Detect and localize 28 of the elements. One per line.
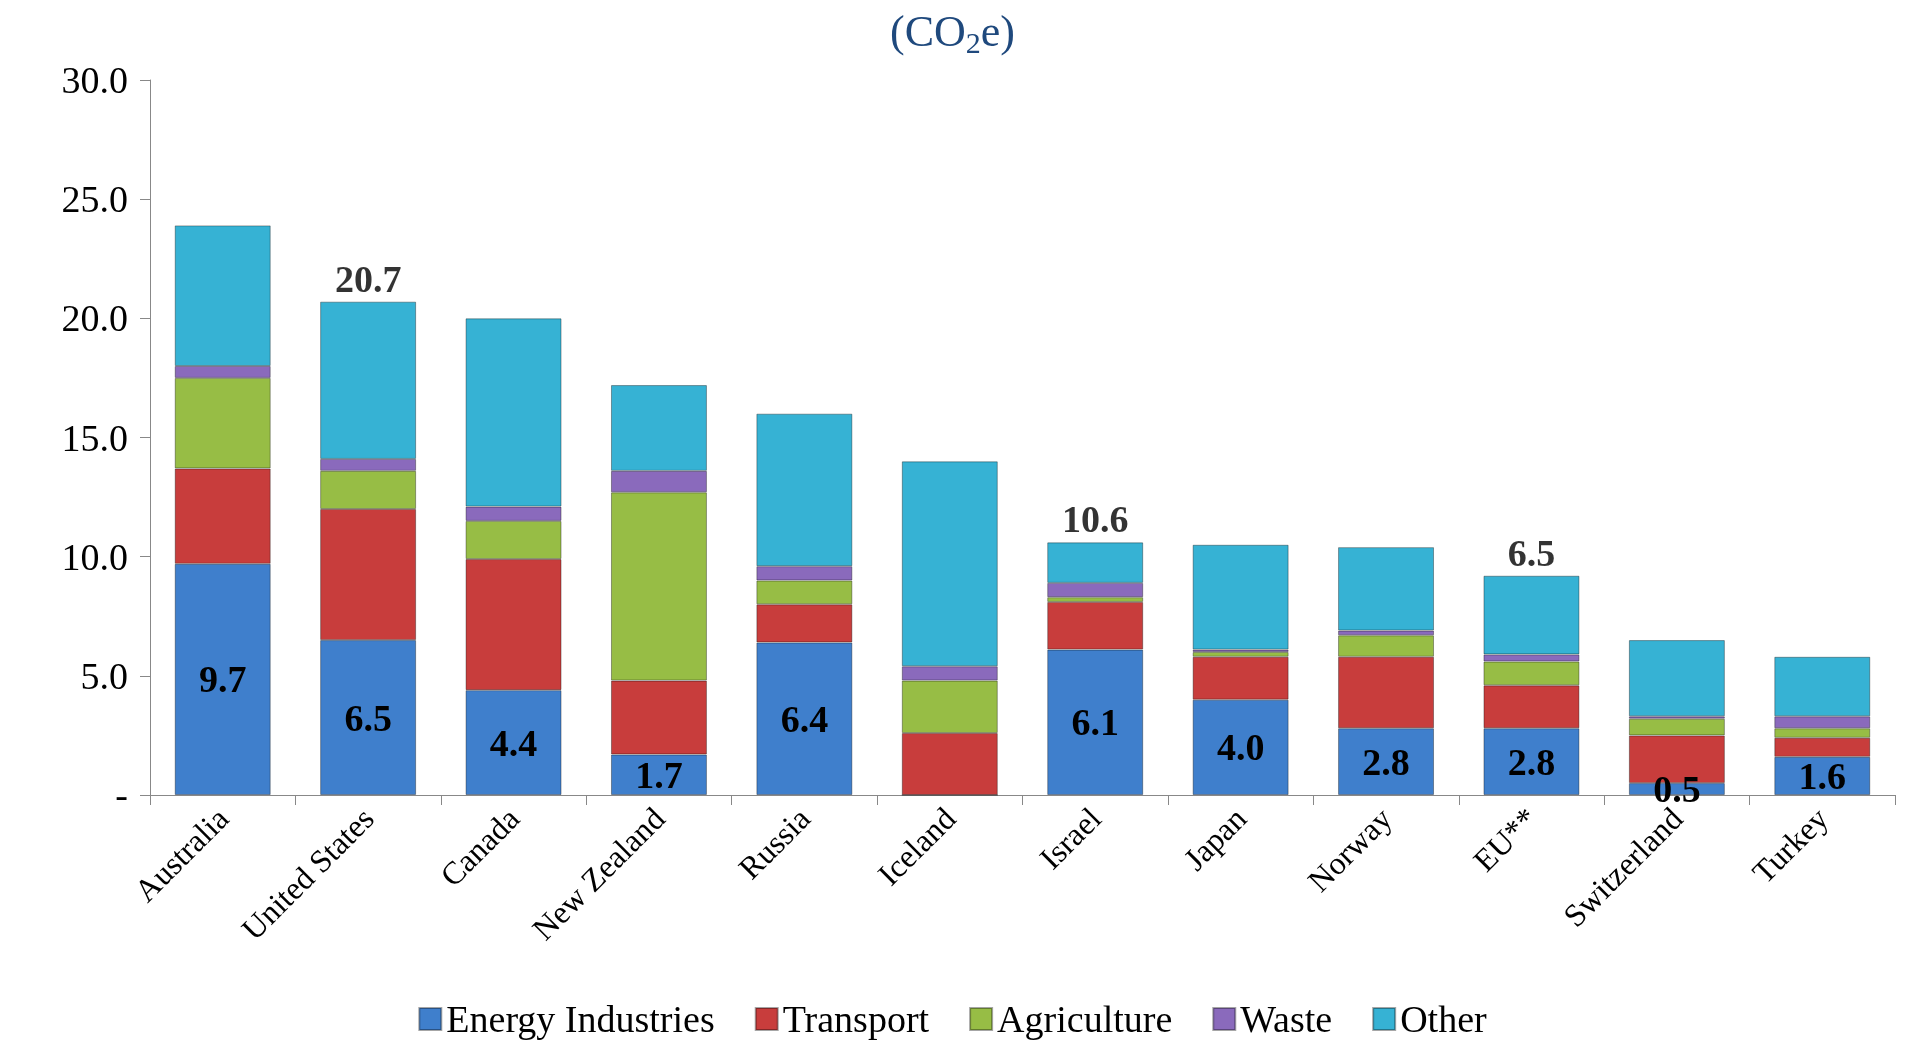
data-label: 6.4 — [780, 697, 829, 740]
data-label: 1.6 — [1798, 754, 1847, 797]
legend-label: Agriculture — [997, 998, 1173, 1040]
bar — [1338, 547, 1435, 631]
data-label: 9.7 — [198, 658, 247, 701]
y-tick-label: 5.0 — [80, 654, 128, 697]
legend-label: Energy Industries — [446, 998, 715, 1040]
total-label: 20.7 — [334, 257, 402, 300]
bar — [1192, 544, 1289, 650]
y-tick-label: 25.0 — [61, 178, 128, 221]
data-label: 6.5 — [344, 696, 392, 739]
y-tick-label: 20.0 — [61, 297, 128, 340]
legend-label: Other — [1400, 998, 1488, 1040]
data-label: 1.7 — [635, 753, 683, 796]
y-tick-label: 30.0 — [61, 59, 128, 101]
y-tick-label: 10.0 — [61, 535, 128, 578]
annotation: 6.5 — [1507, 531, 1556, 574]
bar — [1628, 640, 1725, 717]
total-label: 10.6 — [1061, 498, 1129, 541]
y-tick-label: - — [115, 774, 128, 816]
data-label: 2.8 — [1362, 740, 1410, 783]
data-label: 6.1 — [1071, 701, 1119, 744]
y-tick-label: 15.0 — [61, 416, 128, 459]
data-label: 4.0 — [1216, 726, 1265, 769]
data-label: 2.8 — [1507, 740, 1556, 783]
legend-label: Transport — [782, 998, 930, 1040]
data-label: 4.4 — [489, 721, 538, 764]
legend-label: Waste — [1240, 998, 1333, 1040]
